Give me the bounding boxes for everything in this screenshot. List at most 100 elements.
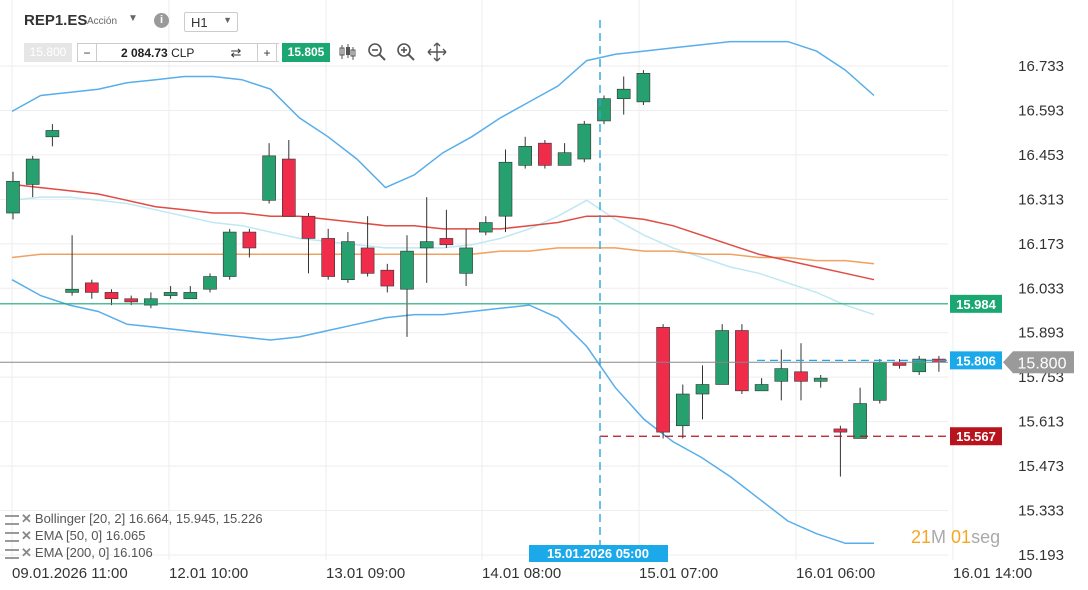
candle-body	[45, 130, 60, 138]
close-icon[interactable]: ✕	[21, 545, 32, 560]
candle-body	[439, 238, 454, 246]
candles	[6, 70, 946, 477]
bid-price-tag: 15.806	[950, 351, 1002, 370]
close-icon[interactable]: ✕	[21, 528, 32, 543]
x-tick-label: 15.01 07:00	[639, 565, 718, 582]
current-price-tag: 15.800	[1003, 351, 1074, 374]
swap-icon[interactable]: ⇄	[230, 45, 242, 60]
price-tag-box	[950, 351, 1002, 370]
quantity-currency: CLP	[171, 46, 195, 60]
candle-body	[85, 282, 99, 293]
candle-body	[163, 292, 178, 296]
y-tick-label: 16.033	[1018, 280, 1064, 297]
y-tick-label: 15.193	[1018, 547, 1064, 564]
candle-body	[695, 384, 710, 395]
candle-body	[360, 247, 375, 274]
candle-body	[754, 384, 769, 392]
y-tick-label: 15.893	[1018, 325, 1064, 342]
zoom-in-icon[interactable]	[396, 42, 416, 62]
timeframe-value: H1	[191, 15, 208, 30]
symbol-dropdown-icon[interactable]: ▼	[128, 13, 138, 24]
x-tick-label: 12.01 10:00	[169, 565, 248, 582]
axes: 16.733 16.593 16.453 16.313 16.173 16.033 15.8…	[12, 58, 1074, 582]
symbol-name[interactable]: REP1.ES	[24, 12, 88, 29]
settings-icon[interactable]	[5, 548, 19, 559]
candle-body	[833, 428, 848, 433]
move-icon[interactable]	[427, 42, 447, 62]
price-tag-text: 15.800	[1018, 355, 1067, 372]
increase-quantity-button[interactable]: +	[257, 43, 277, 62]
legend-bollinger[interactable]: ✕ Bollinger [20, 2] 16.664, 15.945, 15.22…	[5, 511, 263, 527]
candlestick-icon[interactable]	[338, 43, 356, 61]
x-tick-label: 16.01 06:00	[796, 565, 875, 582]
y-tick-label: 15.613	[1018, 414, 1064, 431]
legend-ema200[interactable]: ✕ EMA [200, 0] 16.106	[5, 545, 153, 561]
chevron-down-icon: ▼	[223, 15, 232, 25]
bollinger-lower-line	[11, 279, 874, 545]
candle-body	[636, 73, 651, 103]
y-tick-label: 16.453	[1018, 147, 1064, 164]
candle-body	[813, 377, 828, 382]
candle-body	[203, 276, 217, 290]
level-price-tag: 15.984	[950, 294, 1002, 313]
timer-sec-unit: seg	[971, 527, 1001, 547]
candle-body	[498, 161, 513, 217]
price-tag-text: 15.806	[956, 353, 996, 368]
price-tag-box	[950, 294, 1002, 313]
quantity-value: 2 084.73	[121, 46, 168, 60]
y-tick-label: 15.753	[1018, 369, 1064, 386]
settings-icon[interactable]	[5, 531, 19, 542]
candle-body	[557, 152, 572, 166]
candle-body	[577, 123, 592, 160]
low-price-tag: 15.567	[950, 427, 1002, 446]
close-icon[interactable]: ✕	[21, 511, 32, 526]
timer-min-unit: M	[931, 527, 947, 547]
sell-button[interactable]: 15.800	[24, 43, 72, 62]
candle-body	[380, 269, 395, 287]
y-tick-label: 16.593	[1018, 102, 1064, 119]
candle-body	[794, 371, 808, 382]
candle-body	[478, 222, 493, 233]
crosshair-time-tag: 15.01.2026 05:00	[529, 545, 668, 562]
settings-icon[interactable]	[5, 514, 19, 525]
candle-body	[735, 330, 749, 392]
candle-body	[872, 361, 887, 401]
y-tick-label: 16.733	[1018, 58, 1064, 75]
candle-body	[774, 368, 789, 382]
x-tick-label: 09.01.2026 11:00	[12, 565, 128, 582]
candle-body	[715, 330, 730, 385]
grid	[0, 0, 954, 560]
x-tick-label: 16.01 14:00	[953, 565, 1032, 582]
candle-body	[597, 98, 611, 122]
price-tag-text: 15.567	[956, 429, 996, 444]
timer-seconds: 01	[951, 527, 972, 547]
candle-body	[518, 146, 533, 166]
symbol-type: Acción	[87, 16, 118, 27]
ema200-line	[11, 247, 875, 265]
x-tick-label: 14.01 08:00	[482, 565, 561, 582]
candle-body	[341, 241, 355, 280]
candle-timer: 21M 01seg	[911, 527, 1000, 548]
legend-ema50[interactable]: ✕ EMA [50, 0] 16.065	[5, 528, 145, 544]
candle-body	[912, 358, 927, 373]
candle-body	[65, 288, 79, 293]
legend-label: Bollinger [20, 2] 16.664, 15.945, 15.226	[34, 511, 263, 526]
legend-label: EMA [200, 0] 16.106	[34, 545, 153, 560]
candle-body	[301, 215, 316, 239]
price-tag-box	[950, 427, 1002, 446]
overlays	[0, 20, 948, 545]
candle-body	[242, 231, 257, 249]
decrease-quantity-button[interactable]: −	[77, 43, 97, 62]
zoom-out-icon[interactable]	[367, 42, 387, 62]
timer-minutes: 21	[911, 527, 932, 547]
candle-body	[538, 142, 552, 166]
timeframe-select[interactable]: H1 ▼	[184, 12, 238, 32]
info-icon[interactable]: i	[154, 13, 169, 28]
indicator-lines	[11, 40, 875, 545]
buy-button[interactable]: 15.805	[282, 43, 330, 62]
ema50-line	[11, 183, 875, 281]
legend-label: EMA [50, 0] 16.065	[34, 528, 146, 543]
quantity-input[interactable]: 2 084.73 CLP	[97, 43, 279, 62]
candle-body	[419, 241, 434, 249]
